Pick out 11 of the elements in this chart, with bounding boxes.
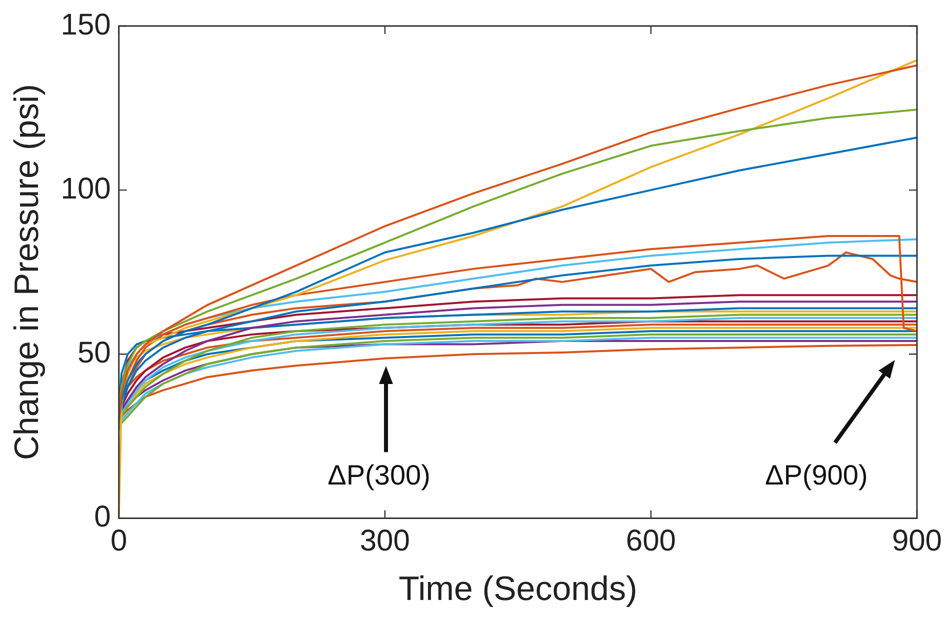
y-tick-label: 150 xyxy=(60,8,111,42)
x-axis-title: Time (Seconds) xyxy=(398,570,638,608)
x-tick-label: 600 xyxy=(626,524,676,558)
y-tick-label: 0 xyxy=(94,500,111,534)
y-tick-label: 100 xyxy=(60,172,111,206)
y-axis-title: Change in Pressure (psi) xyxy=(8,84,46,460)
x-tick-label: 900 xyxy=(892,524,942,558)
annotation: ΔP(300) xyxy=(328,460,430,491)
annotation: ΔP(900) xyxy=(765,460,868,491)
x-tick-label: 300 xyxy=(360,524,410,558)
y-tick-label: 50 xyxy=(77,336,111,370)
